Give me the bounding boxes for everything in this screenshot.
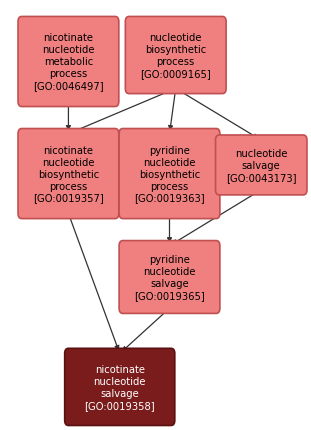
Text: nicotinate
nucleotide
metabolic
process
[GO:0046497]: nicotinate nucleotide metabolic process …	[33, 34, 104, 91]
FancyBboxPatch shape	[119, 129, 220, 219]
FancyBboxPatch shape	[18, 18, 119, 107]
FancyBboxPatch shape	[18, 129, 119, 219]
Text: pyridine
nucleotide
biosynthetic
process
[GO:0019363]: pyridine nucleotide biosynthetic process…	[134, 145, 205, 203]
FancyBboxPatch shape	[119, 241, 220, 314]
FancyBboxPatch shape	[216, 136, 307, 195]
Text: nicotinate
nucleotide
biosynthetic
process
[GO:0019357]: nicotinate nucleotide biosynthetic proce…	[33, 145, 104, 203]
Text: nucleotide
biosynthetic
process
[GO:0009165]: nucleotide biosynthetic process [GO:0009…	[140, 33, 211, 79]
Text: pyridine
nucleotide
salvage
[GO:0019365]: pyridine nucleotide salvage [GO:0019365]	[134, 255, 205, 300]
FancyBboxPatch shape	[65, 348, 175, 426]
Text: nucleotide
salvage
[GO:0043173]: nucleotide salvage [GO:0043173]	[226, 149, 296, 182]
Text: nicotinate
nucleotide
salvage
[GO:0019358]: nicotinate nucleotide salvage [GO:001935…	[84, 364, 155, 410]
FancyBboxPatch shape	[125, 17, 226, 94]
